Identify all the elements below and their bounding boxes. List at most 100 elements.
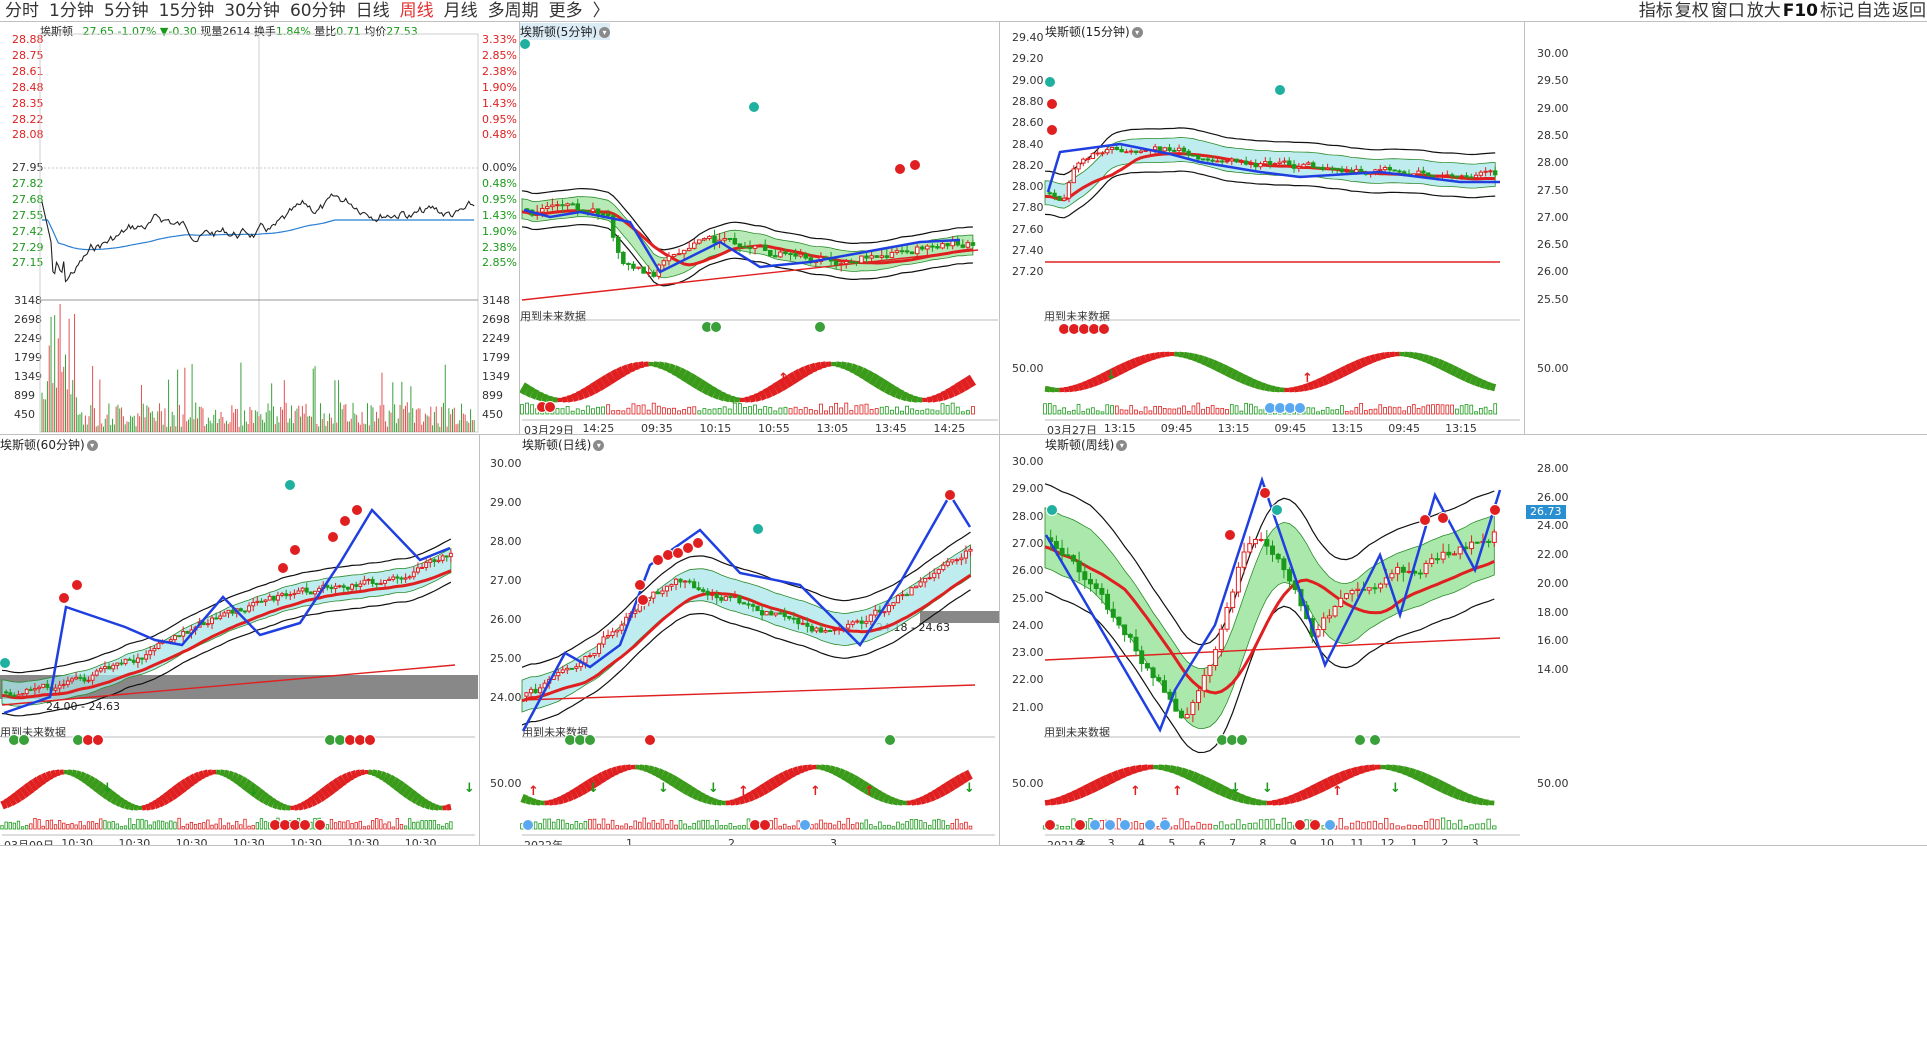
indicator-bar [379,819,383,830]
oscillator-segment [1435,358,1445,370]
oscillator-segment [1105,369,1115,381]
oscillator-segment [578,782,589,795]
oscillator-segment [1454,367,1464,379]
candle-body [533,688,538,694]
x-tick: 09:35 [641,422,673,435]
period-tab[interactable]: 分时 [5,1,39,21]
panel-title: 埃斯顿(5分钟) ▾ [520,23,610,40]
oscillator-segment [23,782,35,795]
oscillator-segment [167,787,179,800]
oscillator-segment [1190,771,1201,784]
candle-body [1366,587,1372,591]
intraday-panel[interactable]: 埃斯顿 27.65 -1.07% ▼-0.30 现量2614 换手1.84% 量… [0,22,520,435]
period-tab[interactable]: 5分钟 [103,1,149,21]
period-tab[interactable]: 月线 [443,1,478,21]
panel-daily[interactable]: 埃斯顿(日线) ▾ 用到未来数据 24.18 - 24.63 30.00 29.00… [480,435,1000,846]
period-tab[interactable]: 1分钟 [49,1,94,21]
mid-ma-line [1,569,452,700]
candle-body [595,208,601,215]
indicator-bar [742,825,746,830]
oscillator-segment [350,770,358,779]
vol-tick: 1799 [14,351,42,364]
indicator-bar [333,822,338,830]
candle-body [837,628,842,631]
tool-button[interactable]: 指标 [1638,1,1673,21]
candle-body [1483,170,1488,173]
oscillator-segment [677,780,688,793]
period-tab[interactable]: 60分钟 [289,1,346,21]
pct-tick: 1.90% [482,80,517,94]
candle-body [1454,175,1460,178]
indicator-bar [1162,408,1167,415]
signal-marker [894,163,906,175]
indicator-bar [1469,824,1474,830]
settings-icon[interactable]: ▾ [1116,440,1128,451]
candle-body [226,609,231,614]
period-tab[interactable]: 周线 [399,1,434,21]
candle-body [1275,553,1281,560]
tool-button[interactable]: 复权 [1674,1,1709,21]
settings-icon[interactable]: ▾ [599,27,610,38]
period-tab[interactable]: 30分钟 [224,1,280,21]
oscillator-segment [546,395,553,403]
period-tab[interactable]: 日线 [355,1,390,21]
oscillator-segment [67,769,73,776]
candle-body [1190,701,1196,715]
y-tick: 24.00 [1012,618,1044,632]
signal-marker [289,819,301,831]
period-tab[interactable]: 〉 [592,1,610,21]
indicator-bar [20,826,25,830]
candle-body [1065,554,1071,557]
oscillator-segment [797,765,805,774]
settings-icon[interactable]: ▾ [86,440,98,451]
tool-button[interactable]: 标记 [1820,1,1854,21]
period-tab[interactable]: 多周期 [487,1,539,21]
indicator-bar [918,820,923,830]
candle-body [678,578,683,583]
candle-body [1258,538,1264,541]
settings-icon[interactable]: ▾ [593,440,605,451]
oscillator-segment [626,362,636,373]
period-tab[interactable]: 15分钟 [158,1,215,21]
oscillator-segment [820,764,826,771]
candle-body [1116,616,1122,626]
candle-body [809,625,815,632]
y-tick: 28.00 [1537,156,1569,170]
indicator-bar [606,823,610,830]
candle-body [767,249,773,257]
period-tab[interactable]: 更多 [548,1,583,21]
tool-button[interactable]: 自选 [1856,1,1890,21]
indicator-bar [325,824,329,830]
signal-marker [1046,504,1058,516]
tool-button[interactable]: 返回 [1892,1,1926,21]
panel-15min[interactable]: 埃斯顿(15分钟) ▾ 用到未来数据 29.40 29.20 29.00 28.80 28… [1000,22,1525,435]
signal-marker [1224,529,1236,541]
signal-marker [364,734,376,746]
panel-weekly[interactable]: 埃斯顿(周线) ▾ 用到未来数据 30.00 29.00 28.00 27.00 26.0… [1000,435,1927,846]
candle-body [436,559,441,563]
candle-body [37,686,42,690]
indicator-bar [123,825,128,830]
candle-body [1267,161,1273,165]
tool-button[interactable]: 窗口 [1710,1,1745,21]
oscillator-segment [415,795,425,807]
signal-marker [584,734,596,746]
candle-body [702,237,707,241]
candle-body [783,251,788,255]
oscillator-segment [832,766,841,777]
y-tick: 26.00 [1012,564,1044,578]
panel-60min[interactable]: 埃斯顿(60分钟) ▾ 用到未来数据 24.00 - 24.63 ↓ ↓ ↓ 03月0… [0,435,480,846]
tool-button[interactable]: 放大 [1746,1,1781,21]
settings-icon[interactable]: ▾ [1131,27,1143,38]
signal-marker [814,321,826,333]
oscillator-segment [668,775,679,788]
x-tick: 2022年 [524,839,563,846]
panel-5min[interactable]: 埃斯顿(5分钟) ▾ 用到未来数据 ↑ 03月29日 14:25 09:35 10:15… [520,22,1000,435]
tool-button[interactable]: F10 [1782,1,1818,21]
candle-body [267,595,272,601]
indicator-bar [895,406,899,415]
candle-body [681,249,687,255]
indicator-bar [189,822,194,830]
candle-body [304,587,309,593]
signal-marker [277,562,289,574]
